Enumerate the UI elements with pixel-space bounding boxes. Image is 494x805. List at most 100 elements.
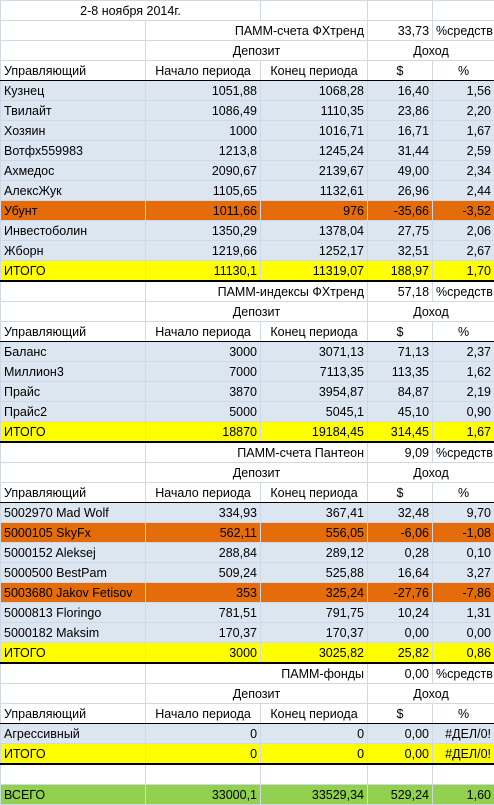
cell: 5002970 Mad Wolf	[1, 503, 146, 523]
share: 33,73	[368, 21, 433, 41]
cell: 3,27	[433, 563, 494, 583]
cell: 289,12	[261, 543, 368, 563]
cell: 0,86	[433, 643, 494, 664]
cell: 1086,49	[146, 101, 261, 121]
column-header: Управляющий	[1, 61, 146, 81]
cell: 170,37	[146, 623, 261, 643]
cell: 353	[146, 583, 261, 603]
column-header: Начало периода	[146, 61, 261, 81]
cell: 1110,35	[261, 101, 368, 121]
cell: #ДЕЛ/0!	[433, 744, 494, 765]
cell: 529,24	[368, 785, 433, 805]
cell: 0,00	[433, 623, 494, 643]
share-unit: %средств	[433, 442, 494, 463]
cell: 170,37	[261, 623, 368, 643]
cell: 1219,66	[146, 241, 261, 261]
cell: -1,08	[433, 523, 494, 543]
cell: Инвестоболин	[1, 221, 146, 241]
share: 57,18	[368, 281, 433, 302]
cell: Баланс	[1, 342, 146, 362]
cell: 2,19	[433, 382, 494, 402]
cell: 2,34	[433, 161, 494, 181]
cell: 1068,28	[261, 81, 368, 101]
cell: 5000500 BestPam	[1, 563, 146, 583]
cell: 0,10	[433, 543, 494, 563]
cell: 7000	[146, 362, 261, 382]
cell: ИТОГО	[1, 643, 146, 664]
cell: 1,70	[433, 261, 494, 282]
cell: ИТОГО	[1, 261, 146, 282]
cell: 1000	[146, 121, 261, 141]
column-header: Конец периода	[261, 61, 368, 81]
row: 2-8 ноября 2014г.	[1, 1, 494, 21]
column-header: %	[433, 704, 494, 724]
cell: 188,97	[368, 261, 433, 282]
cell: 1011,66	[146, 201, 261, 221]
cell: 314,45	[368, 422, 433, 443]
cell: 16,71	[368, 121, 433, 141]
cell: 0	[261, 744, 368, 765]
cell: 0	[146, 724, 261, 744]
cell: 1350,29	[146, 221, 261, 241]
cell: Жборн	[1, 241, 146, 261]
cell	[368, 1, 433, 21]
cell: 2,67	[433, 241, 494, 261]
cell: 32,51	[368, 241, 433, 261]
cell: 556,05	[261, 523, 368, 543]
cell: 1,67	[433, 121, 494, 141]
cell	[1, 21, 146, 41]
cell: 0	[146, 744, 261, 765]
cell: 1,67	[433, 422, 494, 443]
cell: 2139,67	[261, 161, 368, 181]
cell: 33000,1	[146, 785, 261, 805]
cell: 1105,65	[146, 181, 261, 201]
cell: 1213,8	[146, 141, 261, 161]
cell: 11319,07	[261, 261, 368, 282]
cell: 11130,1	[146, 261, 261, 282]
cell: 7113,35	[261, 362, 368, 382]
column-header: Начало периода	[146, 704, 261, 724]
cell	[1, 302, 146, 322]
cell: Хозяин	[1, 121, 146, 141]
cell	[433, 1, 494, 21]
cell: 325,24	[261, 583, 368, 603]
column-header: Управляющий	[1, 704, 146, 724]
cell: 2,37	[433, 342, 494, 362]
cell	[1, 684, 146, 704]
cell: 525,88	[261, 563, 368, 583]
cell: ВСЕГО	[1, 785, 146, 805]
cell: 25,82	[368, 643, 433, 664]
cell: 27,75	[368, 221, 433, 241]
column-header: Управляющий	[1, 483, 146, 503]
cell: 2090,67	[146, 161, 261, 181]
share: 0,00	[368, 663, 433, 684]
cell	[1, 281, 146, 302]
group-header: Доход	[368, 463, 494, 483]
cell: Убунт	[1, 201, 146, 221]
cell: 1,56	[433, 81, 494, 101]
cell	[1, 764, 146, 785]
cell: 32,48	[368, 503, 433, 523]
section-title: ПАММ-счета Пантеон	[146, 442, 368, 463]
cell: 3870	[146, 382, 261, 402]
cell: АлексЖук	[1, 181, 146, 201]
cell: -27,76	[368, 583, 433, 603]
